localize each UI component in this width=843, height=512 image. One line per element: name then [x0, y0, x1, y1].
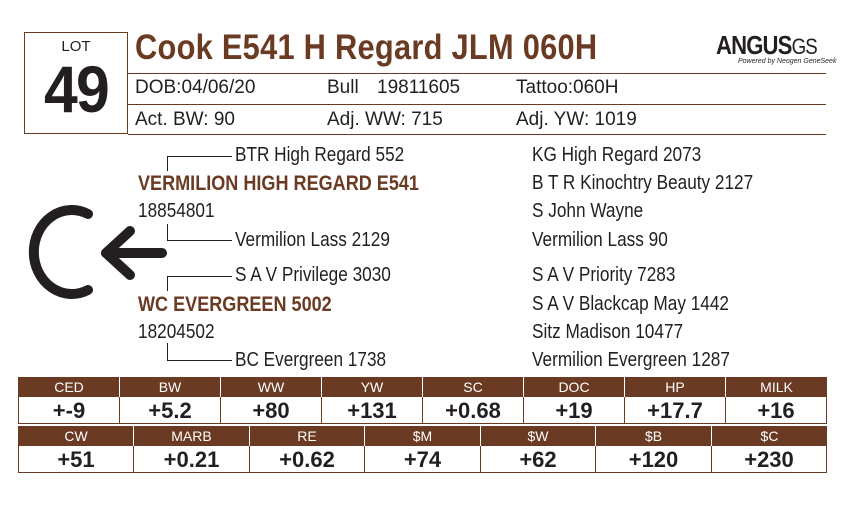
epd-label: $M [365, 426, 481, 446]
epd-cell: $C +230 [712, 426, 827, 473]
lot-number: 49 [44, 52, 110, 126]
pedigree-bracket [167, 276, 168, 291]
divider [128, 104, 826, 105]
epd-value: +74 [365, 446, 481, 473]
pedigree-bracket [167, 156, 168, 171]
epd-value: +5.2 [120, 397, 221, 424]
pedigree-line [167, 276, 232, 277]
epd-label: $C [712, 426, 827, 446]
epd-label: CW [19, 426, 134, 446]
arrow-left-icon [101, 226, 167, 280]
ancestor: S John Wayne [532, 200, 644, 222]
epd-value: +17.7 [625, 397, 726, 424]
epd-value: +80 [221, 397, 322, 424]
epd-value: +131 [322, 397, 423, 424]
epd-cell: MARB +0.21 [134, 426, 250, 473]
ancestor: S A V Blackcap May 1442 [532, 293, 729, 315]
epd-cell: YW +131 [322, 377, 423, 424]
epd-label: RE [250, 426, 365, 446]
epd-cell: CED +-9 [19, 377, 120, 424]
epd-value: +16 [726, 397, 827, 424]
ancestor: Vermilion Lass 90 [532, 229, 668, 251]
dob: DOB:04/06/20 [135, 77, 256, 98]
marker-c-arrow [28, 205, 167, 299]
epd-cell: HP +17.7 [625, 377, 726, 424]
adjusted-yearling-weight: Adj. YW: 1019 [516, 109, 637, 130]
dam-dam: BC Evergreen 1738 [235, 349, 387, 371]
epd-label: $W [481, 426, 596, 446]
angus-gs-logo: ANGUSGS Powered by Neogen GeneSeek [716, 30, 837, 65]
ancestor: Vermilion Evergreen 1287 [532, 349, 730, 371]
epd-cell: RE +0.62 [250, 426, 365, 473]
ancestor: S A V Priority 7283 [532, 264, 676, 286]
divider [128, 73, 826, 74]
animal-name: Cook E541 H Regard JLM 060H [135, 28, 598, 67]
epd-value: +51 [19, 446, 134, 473]
epd-value: +0.68 [423, 397, 524, 424]
epd-cell: SC +0.68 [423, 377, 524, 424]
dam-registration: 18204502 [138, 321, 215, 343]
logo-subtitle: Powered by Neogen GeneSeek [738, 58, 837, 65]
epd-label: YW [322, 377, 423, 397]
epd-row-1: CED +-9 BW +5.2 WW +80 YW +131 SC +0.68 DOC +1… [18, 377, 827, 424]
epd-value: +0.21 [134, 446, 250, 473]
epd-value: +120 [596, 446, 712, 473]
logo-main-text: ANGUS [716, 30, 792, 60]
epd-cell: WW +80 [221, 377, 322, 424]
epd-label: DOC [524, 377, 625, 397]
epd-label: $B [596, 426, 712, 446]
ancestor: B T R Kinochtry Beauty 2127 [532, 172, 754, 194]
epd-value: +-9 [19, 397, 120, 424]
sex: Bull [327, 77, 359, 98]
epd-cell: CW +51 [19, 426, 134, 473]
epd-label: HP [625, 377, 726, 397]
lot-box: LOT 49 [24, 32, 128, 134]
epd-cell: $B +120 [596, 426, 712, 473]
epd-label: MILK [726, 377, 827, 397]
dam-sire: S A V Privilege 3030 [235, 264, 391, 286]
dam-name: WC EVERGREEN 5002 [138, 293, 332, 316]
pedigree-line [167, 156, 232, 157]
epd-value: +230 [712, 446, 827, 473]
tattoo: Tattoo:060H [516, 77, 619, 98]
epd-label: BW [120, 377, 221, 397]
epd-cell: $M +74 [365, 426, 481, 473]
epd-cell: $W +62 [481, 426, 596, 473]
pedigree-line [167, 360, 232, 361]
sire-name: VERMILION HIGH REGARD E541 [138, 172, 419, 195]
actual-birth-weight: Act. BW: 90 [135, 109, 235, 130]
epd-label: WW [221, 377, 322, 397]
epd-value: +19 [524, 397, 625, 424]
c-letter-icon [28, 205, 93, 299]
pedigree-bracket [167, 343, 168, 360]
registration-number: 19811605 [377, 77, 461, 98]
ancestor: Sitz Madison 10477 [532, 321, 684, 343]
divider [128, 134, 826, 135]
epd-value: +62 [481, 446, 596, 473]
epd-cell: DOC +19 [524, 377, 625, 424]
sire-dam: Vermilion Lass 2129 [235, 229, 390, 251]
adjusted-weaning-weight: Adj. WW: 715 [327, 109, 443, 130]
lot-label: LOT [61, 38, 91, 55]
epd-label: MARB [134, 426, 250, 446]
sire-registration: 18854801 [138, 200, 215, 222]
epd-cell: MILK +16 [726, 377, 827, 424]
epd-label: SC [423, 377, 524, 397]
sire-sire: BTR High Regard 552 [235, 144, 405, 166]
pedigree-line [167, 240, 232, 241]
pedigree-bracket [167, 224, 168, 240]
logo-suffix-text: GS [791, 34, 818, 59]
marker [22, 198, 182, 308]
epd-cell: BW +5.2 [120, 377, 221, 424]
epd-label: CED [19, 377, 120, 397]
epd-value: +0.62 [250, 446, 365, 473]
epd-row-2: CW +51 MARB +0.21 RE +0.62 $M +74 $W +62 $B +1… [18, 426, 827, 473]
ancestor: KG High Regard 2073 [532, 144, 702, 166]
